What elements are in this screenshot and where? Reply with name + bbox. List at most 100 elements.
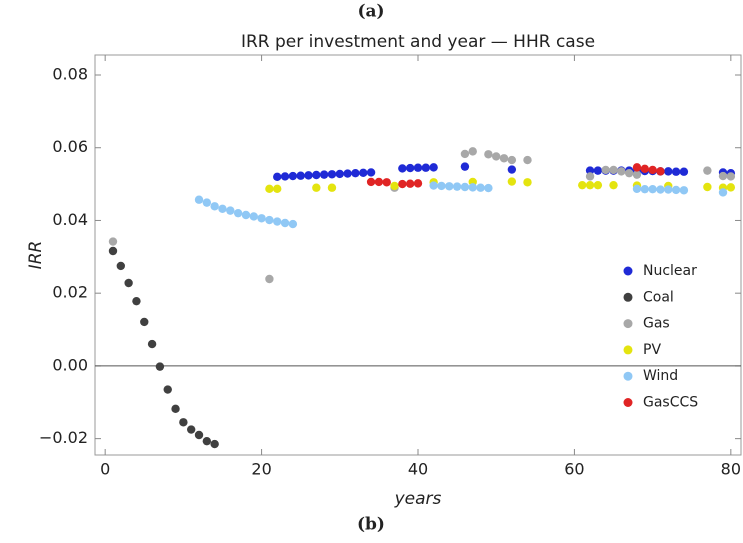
point xyxy=(648,165,657,175)
point xyxy=(460,149,470,159)
point xyxy=(343,169,352,178)
point xyxy=(108,237,118,246)
point xyxy=(507,177,517,186)
point xyxy=(382,178,391,187)
legend-marker xyxy=(623,292,633,302)
y-tick-label: 0.04 xyxy=(52,210,88,229)
point xyxy=(718,188,728,197)
point xyxy=(202,198,212,207)
point xyxy=(585,180,595,190)
point xyxy=(601,165,610,175)
panel-label: (b) xyxy=(357,515,385,535)
point xyxy=(492,152,501,161)
point xyxy=(288,171,298,181)
x-tick-label: 0 xyxy=(100,460,110,479)
point xyxy=(507,155,517,165)
point xyxy=(265,274,274,284)
point xyxy=(273,184,282,194)
point xyxy=(233,208,243,218)
point xyxy=(460,182,470,192)
point xyxy=(147,339,157,349)
point xyxy=(617,167,626,176)
point xyxy=(171,404,180,414)
point xyxy=(437,181,446,191)
point xyxy=(210,439,219,449)
point xyxy=(413,179,423,188)
point xyxy=(304,171,313,180)
point xyxy=(288,219,298,229)
point xyxy=(210,202,219,211)
y-tick-label: 0.08 xyxy=(52,65,88,84)
x-tick-label: 20 xyxy=(251,460,271,479)
legend-label: Nuclear xyxy=(643,263,697,279)
y-tick-label: 0.00 xyxy=(52,355,88,374)
point xyxy=(132,296,141,306)
point xyxy=(499,154,509,163)
point xyxy=(671,185,681,195)
y-tick-label: −0.02 xyxy=(39,428,88,447)
point xyxy=(265,215,274,225)
point xyxy=(366,168,376,177)
legend-label: Coal xyxy=(643,289,674,305)
legend-marker xyxy=(623,319,633,329)
point xyxy=(671,167,681,176)
point xyxy=(703,166,712,175)
point xyxy=(664,185,673,194)
point xyxy=(648,184,657,194)
y-tick-label: 0.06 xyxy=(52,137,88,156)
point xyxy=(202,436,212,446)
point xyxy=(664,167,673,176)
point xyxy=(374,177,384,187)
legend-marker xyxy=(623,266,633,276)
point xyxy=(108,246,118,256)
point xyxy=(280,218,290,228)
point xyxy=(609,180,618,190)
point xyxy=(257,214,266,223)
point xyxy=(312,183,321,192)
point xyxy=(366,177,376,187)
point xyxy=(507,165,517,174)
point xyxy=(726,172,736,181)
legend-marker xyxy=(623,345,633,355)
point xyxy=(679,167,689,176)
point xyxy=(632,163,642,172)
point xyxy=(460,162,470,171)
point xyxy=(726,183,736,192)
legend-label: Wind xyxy=(643,368,678,384)
point xyxy=(484,183,493,193)
point xyxy=(578,180,587,190)
point xyxy=(273,172,282,182)
legend-marker xyxy=(623,371,633,381)
point xyxy=(468,147,477,156)
point xyxy=(640,164,650,174)
panel-label: (a) xyxy=(357,2,384,22)
point xyxy=(452,182,462,191)
point xyxy=(413,163,423,172)
point xyxy=(312,170,321,180)
legend-marker xyxy=(623,398,633,407)
point xyxy=(632,184,642,194)
point xyxy=(296,171,305,180)
point xyxy=(124,278,133,288)
point xyxy=(359,168,368,178)
point xyxy=(679,186,689,195)
point xyxy=(327,183,337,192)
legend-label: PV xyxy=(643,342,661,358)
point xyxy=(718,171,728,181)
point xyxy=(593,166,603,175)
point xyxy=(624,168,634,178)
point xyxy=(241,210,251,220)
point xyxy=(163,385,172,394)
point xyxy=(249,212,258,221)
point xyxy=(398,164,407,173)
point xyxy=(703,182,712,192)
point xyxy=(335,169,344,179)
x-tick-label: 40 xyxy=(408,460,428,479)
x-tick-label: 60 xyxy=(564,460,584,479)
x-tick-label: 80 xyxy=(721,460,741,479)
point xyxy=(140,317,149,327)
point xyxy=(327,170,337,179)
point xyxy=(116,261,126,271)
point xyxy=(179,418,188,427)
point xyxy=(194,195,204,204)
